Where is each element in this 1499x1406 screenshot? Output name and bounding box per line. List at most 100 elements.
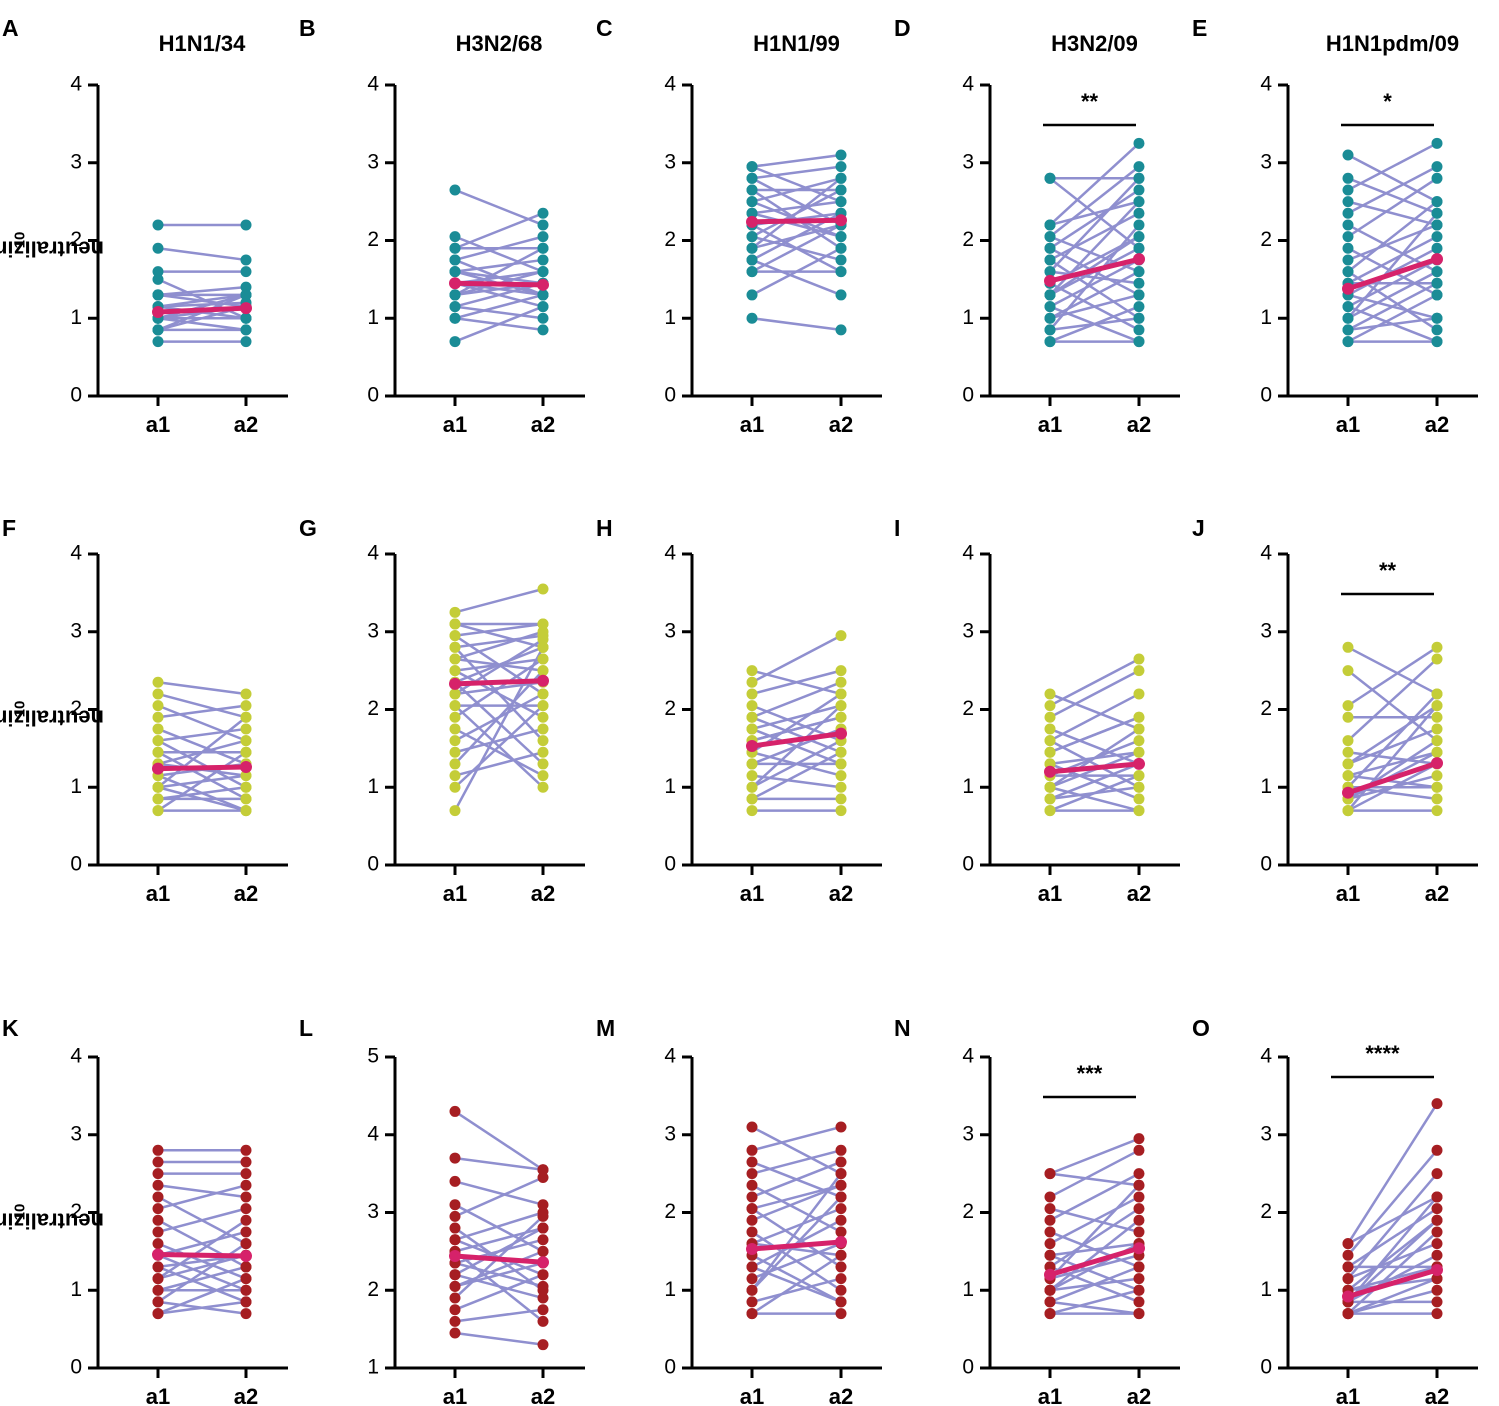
pair-line (454, 1211, 544, 1241)
dot-a1 (449, 1269, 461, 1281)
y-tick-label: 3 (70, 1122, 82, 1145)
x-tick-label: a2 (1127, 1384, 1151, 1406)
pair-line (1049, 727, 1140, 789)
dot-a1 (152, 676, 164, 688)
pair-line (454, 1226, 544, 1276)
pair-line (1347, 212, 1438, 320)
dot-a2 (1431, 1284, 1443, 1296)
dot-a1 (152, 688, 164, 700)
pair-line (157, 1219, 247, 1280)
dot-a1 (746, 266, 758, 278)
dot-a2 (537, 1245, 549, 1257)
dot-a2 (1133, 231, 1145, 243)
dot-a1 (746, 711, 758, 723)
pair-line (1347, 1289, 1438, 1315)
pair-line (1347, 165, 1438, 215)
y-tick-label: 3 (367, 150, 379, 173)
pair-line (751, 177, 842, 203)
dot-a1 (449, 1327, 461, 1339)
panel-letter: J (1192, 515, 1205, 541)
dot-a2 (537, 735, 549, 747)
y-tick-label: 3 (962, 150, 974, 173)
dot-a1 (449, 770, 461, 782)
y-tick-label: 2 (664, 697, 676, 720)
x-tick-label: a2 (531, 412, 555, 437)
mean-line (1047, 1245, 1142, 1278)
dot-a2 (1431, 1168, 1443, 1180)
y-tick-label: 3 (1260, 1122, 1272, 1145)
dot-a2 (1133, 1179, 1145, 1191)
dot-a2 (1431, 746, 1443, 758)
panel-title: H3N2/09 (1051, 31, 1138, 56)
mean-dot-a2 (835, 727, 847, 740)
dot-a2 (240, 1144, 252, 1156)
dot-a1 (449, 1315, 461, 1327)
y-tick-label: 0 (1260, 853, 1272, 876)
dot-a1 (449, 805, 461, 817)
y-tick-label: 1 (1260, 306, 1272, 329)
y-tick-label: 3 (664, 1122, 676, 1145)
dot-a1 (449, 618, 461, 630)
pair-line (454, 622, 544, 637)
mean-line (1345, 1267, 1440, 1299)
pair-line (751, 200, 842, 215)
pair-line (1347, 177, 1438, 215)
y-tick-label: 0 (1260, 1356, 1272, 1379)
x-tick-label: a2 (1127, 881, 1151, 906)
dot-a1 (152, 1179, 164, 1191)
dot-a2 (1431, 196, 1443, 208)
pair-line (157, 704, 247, 719)
pair-line (751, 258, 842, 297)
mean-dot-a2 (1133, 253, 1145, 266)
dot-a2 (835, 324, 847, 336)
pair-line (1049, 1137, 1140, 1175)
mean-dot-a2 (240, 1250, 252, 1263)
pair-line (751, 165, 842, 180)
dot-a1 (746, 289, 758, 301)
y-tick-label: 1 (962, 1278, 974, 1301)
dot-a1 (746, 207, 758, 219)
pair-line (1049, 1265, 1140, 1304)
panel-letter: F (2, 515, 16, 541)
dot-a2 (1431, 770, 1443, 782)
panel-letter: B (299, 15, 316, 41)
y-tick-label: 4 (962, 1045, 974, 1068)
dot-a2 (1431, 1308, 1443, 1320)
mean-line (1047, 761, 1142, 775)
dot-a2 (240, 1191, 252, 1203)
pair-line (751, 1207, 842, 1268)
pair-line (1049, 200, 1140, 227)
y-tick-label: 2 (962, 228, 974, 251)
pair-line (1347, 293, 1438, 343)
dot-a2 (1431, 711, 1443, 723)
mean-dot-a1 (449, 1250, 461, 1263)
panel-letter: N (894, 1015, 911, 1041)
x-tick-label: a2 (1425, 412, 1449, 437)
dot-a2 (1431, 1191, 1443, 1203)
dot-a2 (1133, 746, 1145, 758)
y-tick-label: 0 (70, 853, 82, 876)
dot-a1 (1044, 1296, 1056, 1308)
y-tick-label: 1 (70, 1278, 82, 1301)
dot-a2 (537, 1222, 549, 1234)
x-tick-label: a1 (1038, 1384, 1062, 1406)
dot-a1 (152, 1296, 164, 1308)
dot-a1 (1342, 735, 1354, 747)
dot-a1 (152, 336, 164, 348)
dot-a1 (1044, 1284, 1056, 1296)
pair-line (1347, 704, 1438, 765)
dot-a1 (1044, 242, 1056, 254)
x-tick-label: a1 (1336, 881, 1360, 906)
y-tick-label: 4 (70, 1045, 82, 1068)
dot-a2 (537, 1280, 549, 1292)
dot-a2 (537, 653, 549, 665)
dot-a2 (1431, 723, 1443, 735)
y-tick-label: 0 (70, 1356, 82, 1379)
pair-line (157, 1184, 247, 1199)
dot-a2 (240, 735, 252, 747)
panel-H: H 0 1 2 3 4 a1 a2 (596, 515, 882, 906)
y-tick-label: 0 (962, 1356, 974, 1379)
dot-a2 (835, 231, 847, 243)
dot-a1 (746, 254, 758, 266)
dot-a1 (152, 1273, 164, 1285)
